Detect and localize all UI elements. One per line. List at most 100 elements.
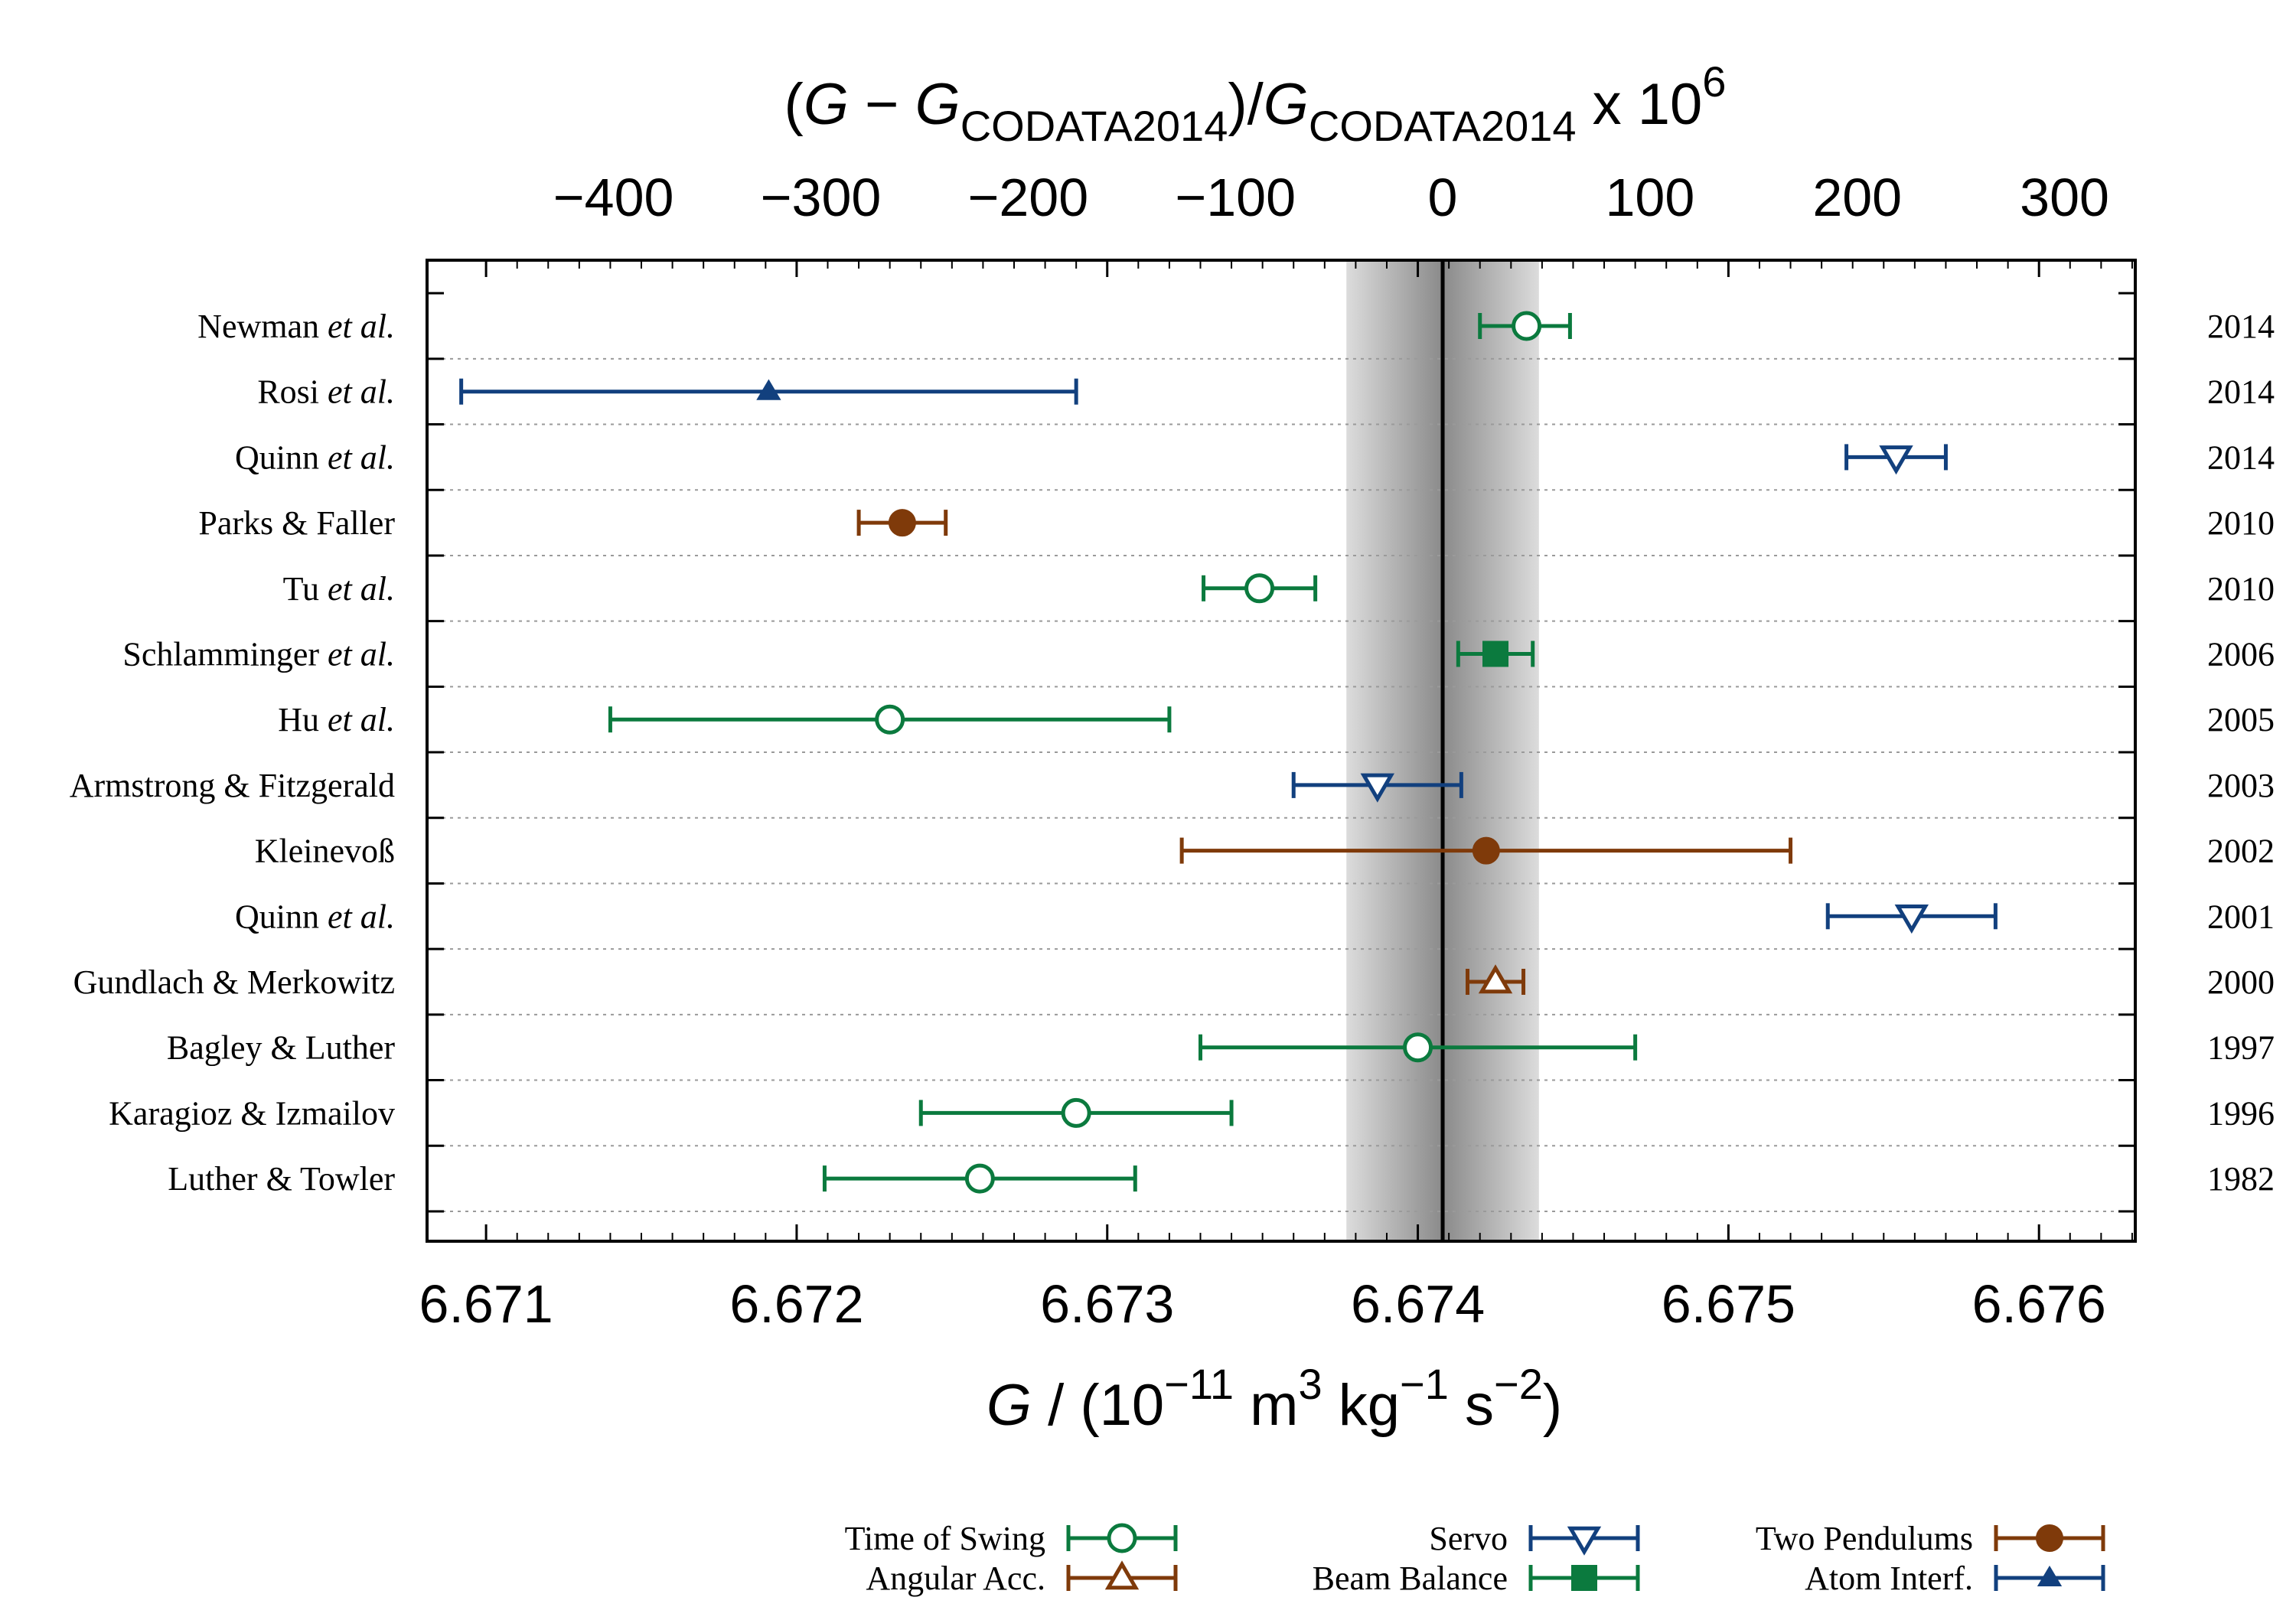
year-label: 2014 xyxy=(2207,438,2275,476)
row-label: Schlamminger et al. xyxy=(122,636,395,673)
row-label: Luther & Towler xyxy=(168,1160,395,1198)
plot-frame xyxy=(426,259,2137,1243)
legend-item: Beam Balance xyxy=(1313,1560,1640,1597)
row-label-name: Kleinevoß xyxy=(255,833,395,870)
triangle-up-filled-marker xyxy=(2037,1565,2063,1587)
row-label: Kleinevoß xyxy=(255,833,395,870)
circle-open-marker xyxy=(1512,311,1542,341)
row-label-etal: et al. xyxy=(328,438,395,476)
row-label-name: Armstrong & Fitzgerald xyxy=(70,767,395,804)
year-label: 2000 xyxy=(2207,963,2275,1001)
row-label-etal: et al. xyxy=(328,701,395,738)
row-gridlines xyxy=(427,357,2135,1212)
row-label-name: Newman xyxy=(197,308,328,345)
measurement-point xyxy=(1198,1032,1638,1063)
row-label-etal: et al. xyxy=(328,898,395,935)
circle-open-marker xyxy=(1244,573,1275,604)
year-label: 2002 xyxy=(2207,833,2275,870)
measurement-points xyxy=(459,311,1998,1194)
triangle-down-open-marker xyxy=(1567,1526,1602,1556)
row-label-etal: et al. xyxy=(328,308,395,345)
circle-open-marker xyxy=(1061,1097,1091,1128)
row-label-name: Quinn xyxy=(235,438,328,476)
top-tick-label: 0 xyxy=(1428,168,1458,227)
row-label: Newman et al. xyxy=(197,308,395,345)
row-label-name: Rosi xyxy=(257,373,328,411)
top-tick-label: −200 xyxy=(967,168,1088,227)
top-tick-label: 200 xyxy=(1812,168,1902,227)
legend-label: Angular Acc. xyxy=(866,1560,1045,1597)
measurement-point xyxy=(1291,771,1463,803)
legend-item: Angular Acc. xyxy=(866,1560,1178,1597)
row-label-name: Gundlach & Merkowitz xyxy=(73,963,395,1001)
circle-open-marker xyxy=(875,704,905,735)
row-label-name: Karagioz & Izmailov xyxy=(109,1094,395,1132)
measurement-point xyxy=(1202,573,1318,604)
row-label-etal: et al. xyxy=(328,570,395,608)
circle-open-marker xyxy=(1107,1523,1137,1553)
bottom-tick-label: 6.671 xyxy=(419,1274,553,1334)
row-label: Quinn et al. xyxy=(235,438,395,476)
year-label: 2014 xyxy=(2207,373,2275,411)
triangle-up-open-marker xyxy=(1478,964,1513,994)
row-label-etal: et al. xyxy=(328,373,395,411)
year-label: 1996 xyxy=(2207,1094,2275,1132)
square-filled-marker xyxy=(1482,641,1509,667)
year-label: 2014 xyxy=(2207,308,2275,345)
row-label-name: Quinn xyxy=(235,898,328,935)
measurement-point xyxy=(1465,964,1526,995)
row-label-name: Schlamminger xyxy=(122,636,328,673)
legend-item: Atom Interf. xyxy=(1805,1560,2105,1597)
top-tick-label: −300 xyxy=(761,168,882,227)
row-label-name: Luther & Towler xyxy=(168,1160,395,1198)
bottom-tick-label: 6.673 xyxy=(1040,1274,1174,1334)
row-label-etal: et al. xyxy=(328,636,395,673)
year-label: 2006 xyxy=(2207,636,2275,673)
top-tick-label: 100 xyxy=(1605,168,1694,227)
row-label: Bagley & Luther xyxy=(167,1029,395,1067)
circle-open-marker xyxy=(964,1163,995,1194)
top-axis-title: (G − GCODATA2014)/GCODATA2014 x 106 xyxy=(784,57,1727,150)
square-filled-marker xyxy=(1571,1565,1597,1591)
row-label: Rosi et al. xyxy=(257,373,395,411)
row-labels: Newman et al.Rosi et al.Quinn et al.Park… xyxy=(70,308,396,1198)
circle-filled-marker xyxy=(2036,1524,2063,1552)
circle-filled-marker xyxy=(888,509,916,537)
measurement-point xyxy=(1478,311,1572,341)
tick-labels: 6.671 6.672 6.673 6.674 6.675 6.676 −400 −300 −2… xyxy=(419,168,2109,1334)
row-label: Quinn et al. xyxy=(235,898,395,935)
row-label: Armstrong & Fitzgerald xyxy=(70,767,395,804)
top-tick-label: −400 xyxy=(553,168,674,227)
year-label: 1982 xyxy=(2207,1160,2275,1198)
triangle-down-open-marker xyxy=(1879,445,1913,475)
bottom-tick-label: 6.676 xyxy=(1972,1274,2106,1334)
year-label: 2005 xyxy=(2207,701,2275,738)
measurement-point xyxy=(608,704,1172,735)
measurement-point xyxy=(918,1097,1234,1128)
legend-label: Time of Swing xyxy=(845,1520,1045,1557)
legend-item: Two Pendulums xyxy=(1756,1520,2105,1557)
legend-label: Two Pendulums xyxy=(1756,1520,1973,1557)
row-label-name: Parks & Faller xyxy=(198,504,395,542)
legend-label: Beam Balance xyxy=(1313,1560,1508,1597)
measurement-point xyxy=(1844,444,1948,475)
row-label: Parks & Faller xyxy=(198,504,395,542)
bottom-tick-label: 6.675 xyxy=(1662,1274,1795,1334)
year-label: 1997 xyxy=(2207,1029,2275,1067)
bottom-tick-label: 6.672 xyxy=(729,1274,863,1334)
triangle-up-open-marker xyxy=(1104,1560,1140,1590)
row-label: Hu et al. xyxy=(278,701,395,738)
top-tick-label: −100 xyxy=(1175,168,1296,227)
measurement-point xyxy=(1456,641,1535,667)
top-tick-label: 300 xyxy=(2020,168,2109,227)
legend-item: Time of Swing xyxy=(845,1520,1178,1557)
measurement-point xyxy=(856,509,948,537)
circle-filled-marker xyxy=(1472,836,1500,865)
row-label: Gundlach & Merkowitz xyxy=(73,963,395,1001)
circle-open-marker xyxy=(1403,1032,1433,1063)
measurement-point xyxy=(1179,836,1793,865)
triangle-down-open-marker xyxy=(1894,905,1929,934)
legend-label: Servo xyxy=(1429,1520,1508,1557)
